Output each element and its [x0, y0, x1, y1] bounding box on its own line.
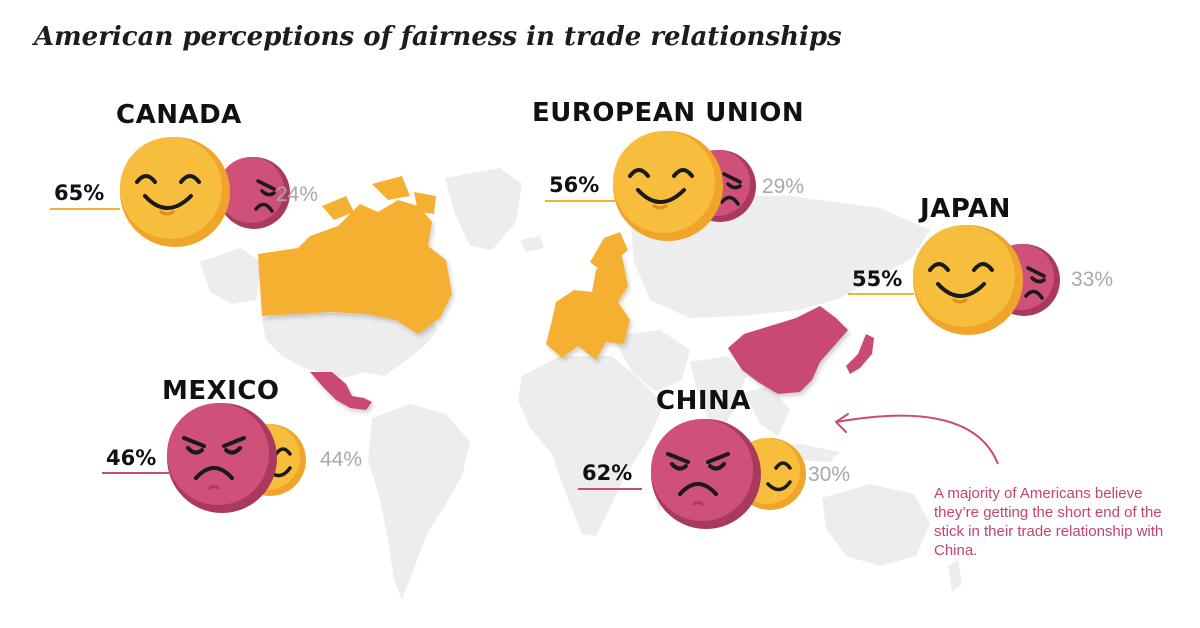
canada-underline — [50, 208, 120, 210]
china-secondary-pct: 30% — [808, 463, 851, 486]
eu-scandinavia — [590, 232, 628, 270]
mexico-secondary-pct: 44% — [320, 448, 363, 471]
canada-islands — [322, 176, 436, 220]
page-title: American perceptions of fairness in trad… — [34, 22, 842, 52]
china-region — [728, 306, 848, 394]
mexico-underline — [102, 472, 170, 474]
mexico-primary-pct: 46% — [106, 446, 157, 470]
eu-secondary-pct: 29% — [762, 175, 805, 198]
eu-primary-pct: 56% — [549, 173, 600, 197]
japan-secondary-pct: 33% — [1071, 268, 1114, 291]
canada-primary-pct: 65% — [54, 181, 105, 205]
mexico-region — [310, 372, 372, 410]
annotation-text: A majority of Americans believe they’re … — [934, 485, 1164, 559]
eu-region — [546, 256, 630, 360]
country-label-european-union: EUROPEAN UNION — [532, 98, 805, 128]
china-underline — [578, 488, 642, 490]
mexico-angry-face-icon — [165, 401, 279, 515]
country-label-mexico: MEXICO — [162, 376, 280, 406]
eu-happy-face-icon — [611, 129, 725, 243]
canada-happy-face-icon — [118, 135, 232, 249]
annotation-arrow-icon — [835, 413, 999, 465]
canada-region — [258, 200, 452, 334]
country-label-japan: JAPAN — [920, 194, 1011, 224]
canada-secondary-pct: 24% — [276, 183, 319, 206]
world-land — [200, 168, 962, 600]
japan-happy-face-icon — [911, 223, 1025, 337]
japan-underline — [848, 293, 914, 295]
eu-underline — [545, 200, 615, 202]
china-angry-face-icon — [649, 417, 763, 531]
country-label-canada: CANADA — [116, 100, 242, 130]
china-primary-pct: 62% — [582, 461, 633, 485]
country-label-china: CHINA — [656, 386, 751, 416]
japan-region — [846, 334, 874, 374]
japan-primary-pct: 55% — [852, 267, 903, 291]
